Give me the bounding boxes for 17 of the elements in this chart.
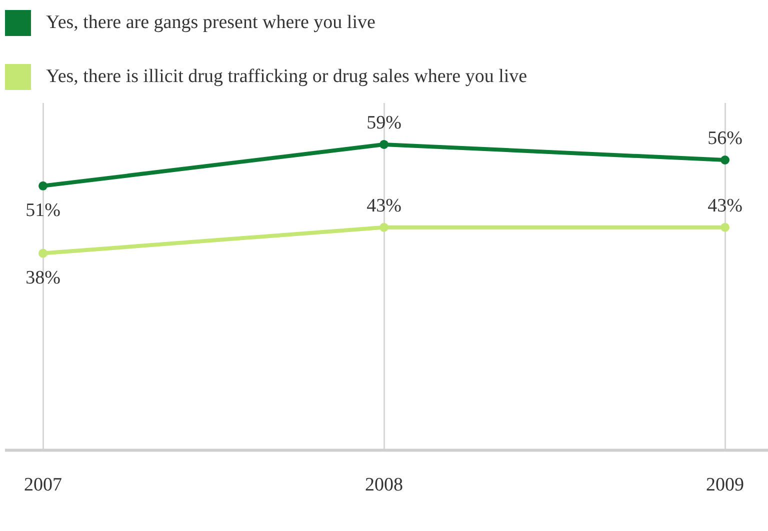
data-label: 59%	[366, 112, 402, 134]
data-label: 56%	[708, 128, 743, 150]
x-tick-label: 2007	[24, 474, 62, 496]
legend-label: Yes, there is illicit drug trafficking or drug sales where you live	[46, 66, 528, 88]
point	[380, 140, 388, 149]
data-label: 43%	[366, 195, 402, 216]
point	[38, 181, 48, 190]
point	[720, 222, 730, 232]
data-label: 43%	[708, 195, 743, 216]
data-label: 51%	[26, 200, 61, 221]
point	[720, 156, 730, 165]
x-tick-label: 2009	[706, 474, 744, 496]
point	[380, 222, 388, 232]
x-tick-label: 2008	[365, 474, 403, 496]
data-label: 38%	[26, 267, 61, 288]
point	[38, 248, 48, 258]
legend-label: Yes, there are gangs present where you live	[46, 12, 376, 34]
